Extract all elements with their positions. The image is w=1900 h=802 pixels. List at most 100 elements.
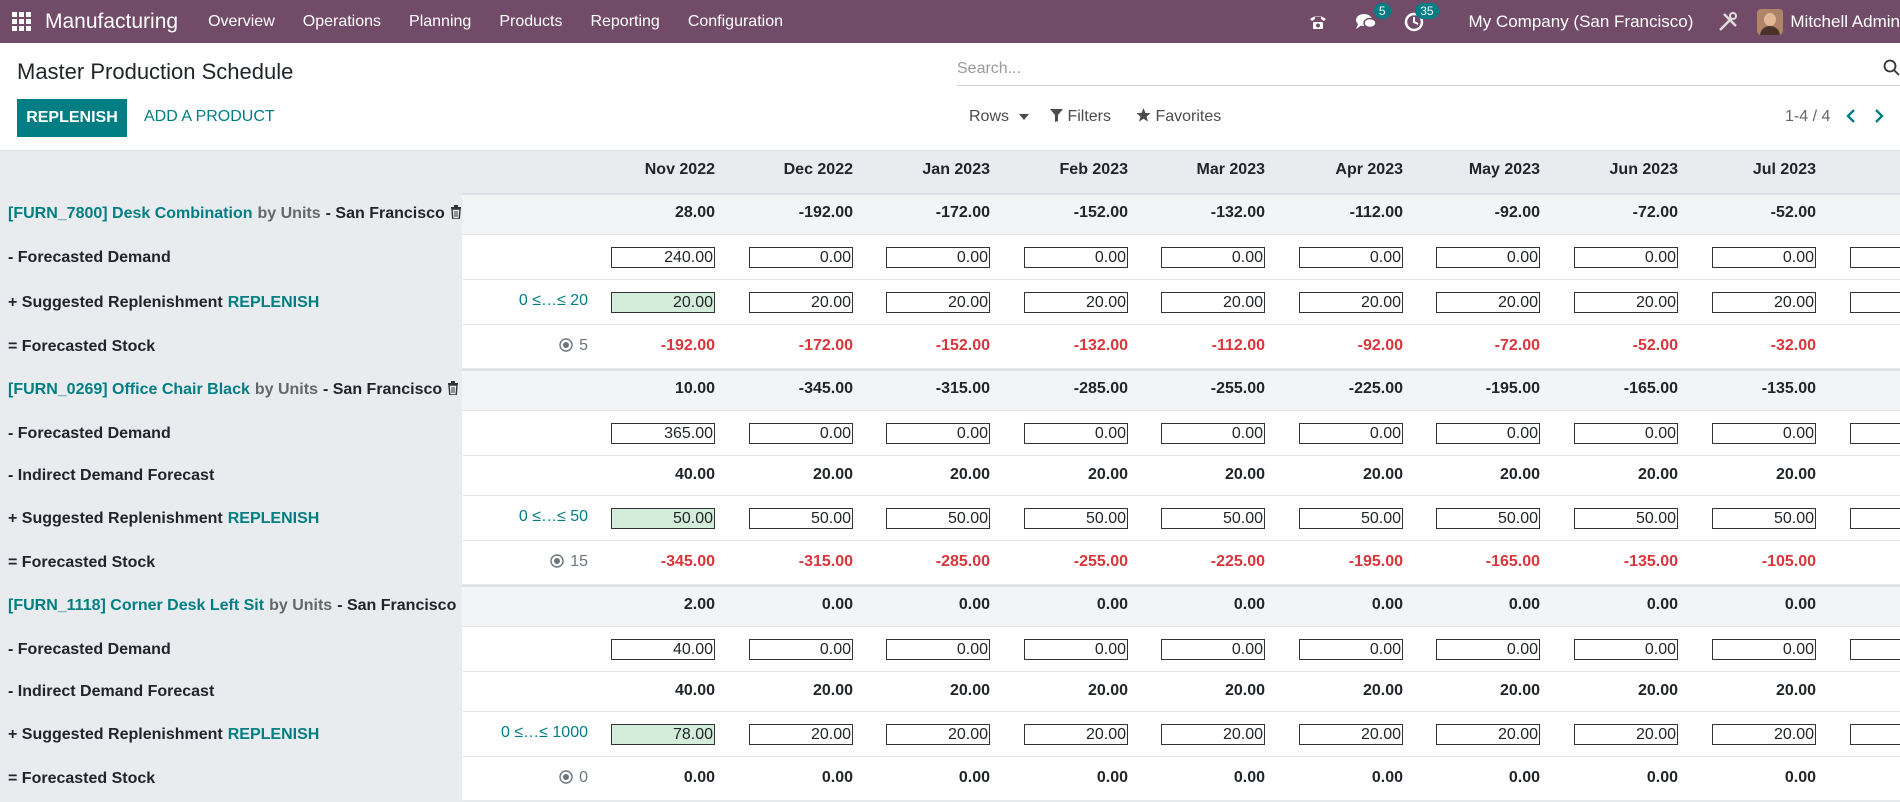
chevron-left-icon[interactable]: [1846, 109, 1856, 128]
forecast-input[interactable]: [1712, 639, 1816, 660]
forecast-input[interactable]: [611, 247, 715, 268]
replenishment-input[interactable]: [749, 292, 853, 313]
search-icon[interactable]: [1883, 59, 1900, 81]
avatar[interactable]: [1757, 8, 1784, 35]
forecast-input[interactable]: [1024, 247, 1128, 268]
replenish-link[interactable]: REPLENISH: [227, 293, 320, 311]
replenishment-input[interactable]: [1161, 508, 1265, 529]
add-product-button[interactable]: ADD A PRODUCT: [144, 108, 275, 125]
forecast-input[interactable]: [749, 423, 853, 444]
replenishment-input[interactable]: [1850, 724, 1900, 745]
forecast-input[interactable]: [1712, 423, 1816, 444]
forecast-input[interactable]: [1574, 423, 1678, 444]
replenishment-input[interactable]: [611, 508, 715, 529]
product-link[interactable]: [FURN_1118] Corner Desk Left Sit: [8, 597, 265, 614]
forecast-input[interactable]: [1574, 639, 1678, 660]
forecast-input[interactable]: [1161, 639, 1265, 660]
replenishment-input[interactable]: [749, 724, 853, 745]
forecast-input[interactable]: [749, 639, 853, 660]
replenishment-input[interactable]: [1299, 508, 1403, 529]
replenishment-input[interactable]: [1161, 724, 1265, 745]
forecast-input[interactable]: [1574, 247, 1678, 268]
min-max-range-link[interactable]: 0 ≤…≤ 20: [518, 292, 588, 309]
replenishment-input[interactable]: [611, 292, 715, 313]
replenishment-input[interactable]: [1712, 724, 1816, 745]
chat-icon[interactable]: 5: [1355, 2, 1391, 33]
app-name[interactable]: Manufacturing: [45, 9, 179, 33]
replenishment-input[interactable]: [1574, 724, 1678, 745]
replenishment-input[interactable]: [1574, 292, 1678, 313]
forecast-input[interactable]: [1850, 423, 1900, 444]
menu-overview[interactable]: Overview: [208, 12, 275, 30]
forecast-input[interactable]: [749, 247, 853, 268]
replenish-link[interactable]: REPLENISH: [227, 509, 320, 527]
company-switcher[interactable]: My Company (San Francisco): [1468, 11, 1694, 31]
forecast-input[interactable]: [1161, 247, 1265, 268]
product-link[interactable]: [FURN_0269] Office Chair Black: [8, 381, 250, 398]
forecast-input[interactable]: [886, 423, 990, 444]
replenishment-input[interactable]: [1574, 508, 1678, 529]
replenishment-input[interactable]: [1712, 292, 1816, 313]
replenishment-input[interactable]: [611, 724, 715, 745]
trash-icon[interactable]: [450, 204, 462, 224]
replenishment-input[interactable]: [1024, 724, 1128, 745]
replenishment-input[interactable]: [1436, 508, 1540, 529]
chevron-right-icon[interactable]: [1874, 109, 1884, 128]
replenishment-input[interactable]: [1024, 292, 1128, 313]
forecast-input[interactable]: [611, 423, 715, 444]
forecast-input[interactable]: [1299, 639, 1403, 660]
replenishment-input[interactable]: [1299, 292, 1403, 313]
forecast-input[interactable]: [1024, 639, 1128, 660]
product-link[interactable]: [FURN_7800] Desk Combination: [8, 205, 253, 222]
row-bg: [462, 672, 1900, 712]
forecast-input[interactable]: [1299, 247, 1403, 268]
rows-dropdown[interactable]: Rows: [969, 108, 1030, 126]
filters-dropdown[interactable]: Filters: [1050, 108, 1111, 126]
replenishment-input[interactable]: [1712, 508, 1816, 529]
search-bar[interactable]: [957, 56, 1900, 86]
replenishment-input[interactable]: [1024, 508, 1128, 529]
replenishment-input[interactable]: [1299, 724, 1403, 745]
menu-configuration[interactable]: Configuration: [687, 12, 783, 30]
user-menu[interactable]: Mitchell Admin: [1790, 11, 1900, 31]
forecast-input[interactable]: [1850, 639, 1900, 660]
forecast-input[interactable]: [1436, 247, 1540, 268]
safety-stock: 0: [462, 769, 588, 787]
replenishment-input[interactable]: [1850, 508, 1900, 529]
forecast-input[interactable]: [1436, 639, 1540, 660]
replenish-button[interactable]: REPLENISH: [17, 99, 127, 137]
forecast-input[interactable]: [886, 639, 990, 660]
forecast-input[interactable]: [1161, 423, 1265, 444]
menu-operations[interactable]: Operations: [302, 12, 382, 30]
min-max-range-link[interactable]: 0 ≤…≤ 50: [518, 508, 588, 525]
replenishment-input[interactable]: [886, 724, 990, 745]
replenishment-input[interactable]: [886, 292, 990, 313]
replenishment-input[interactable]: [1436, 724, 1540, 745]
forecast-input[interactable]: [886, 247, 990, 268]
replenishment-input[interactable]: [1436, 292, 1540, 313]
debug-tools-icon[interactable]: [1717, 11, 1739, 33]
apps-grid-icon[interactable]: [12, 11, 32, 32]
replenishment-input[interactable]: [1850, 292, 1900, 313]
forecast-input[interactable]: [1436, 423, 1540, 444]
favorites-dropdown[interactable]: Favorites: [1136, 108, 1221, 126]
pager-value[interactable]: 1-4 / 4: [1785, 108, 1831, 125]
replenish-link[interactable]: REPLENISH: [227, 725, 320, 743]
forecast-input[interactable]: [1024, 423, 1128, 444]
forecast-input[interactable]: [1299, 423, 1403, 444]
phone-icon[interactable]: [1307, 11, 1329, 33]
replenishment-input[interactable]: [1161, 292, 1265, 313]
trash-icon[interactable]: [447, 380, 459, 400]
menu-planning[interactable]: Planning: [409, 12, 472, 30]
replenishment-input[interactable]: [749, 508, 853, 529]
forecast-input[interactable]: [1712, 247, 1816, 268]
menu-products[interactable]: Products: [499, 12, 563, 30]
search-input[interactable]: [957, 56, 1857, 82]
forecast-input[interactable]: [1850, 247, 1900, 268]
clock-icon[interactable]: 35: [1403, 2, 1439, 33]
min-max-range-link[interactable]: 0 ≤…≤ 1000: [501, 724, 588, 741]
forecasted-stock-value: 0.00: [683, 769, 715, 786]
replenishment-input[interactable]: [886, 508, 990, 529]
menu-reporting[interactable]: Reporting: [590, 12, 660, 30]
forecast-input[interactable]: [611, 639, 715, 660]
